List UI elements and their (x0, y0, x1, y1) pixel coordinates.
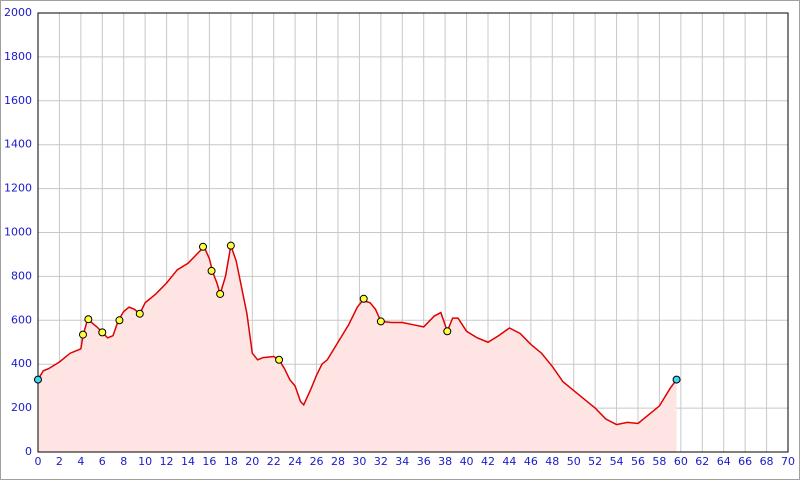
x-tick-label: 20 (245, 455, 259, 468)
x-tick-label: 24 (288, 455, 302, 468)
waypoint-marker (226, 241, 235, 250)
x-tick-label: 54 (610, 455, 624, 468)
x-tick-label: 10 (138, 455, 152, 468)
waypoint-marker (216, 289, 225, 298)
x-tick-label: 66 (738, 455, 752, 468)
waypoint-marker (98, 328, 107, 337)
y-tick-label: 1400 (4, 138, 32, 151)
x-tick-label: 14 (181, 455, 195, 468)
waypoint-marker (443, 327, 452, 336)
x-tick-label: 42 (481, 455, 495, 468)
area-fill (38, 245, 677, 452)
x-tick-label: 22 (267, 455, 281, 468)
waypoint-marker (672, 375, 681, 384)
waypoint-marker (84, 315, 93, 324)
x-tick-label: 6 (99, 455, 106, 468)
x-tick-label: 32 (374, 455, 388, 468)
y-tick-label: 200 (11, 401, 32, 414)
waypoint-marker (359, 294, 368, 303)
y-tick-label: 2000 (4, 6, 32, 19)
x-tick-label: 34 (395, 455, 409, 468)
y-tick-label: 800 (11, 269, 32, 282)
waypoint-marker (199, 242, 207, 251)
x-tick-label: 2 (56, 455, 63, 468)
waypoint-marker (207, 266, 216, 275)
x-tick-label: 36 (417, 455, 431, 468)
y-tick-label: 400 (11, 357, 32, 370)
x-tick-label: 18 (224, 455, 238, 468)
x-tick-label: 26 (310, 455, 324, 468)
y-tick-label: 600 (11, 313, 32, 326)
waypoint-marker (135, 309, 144, 318)
x-tick-label: 52 (588, 455, 602, 468)
x-tick-label: 56 (631, 455, 645, 468)
y-tick-label: 1000 (4, 226, 32, 239)
plot-border (37, 12, 789, 453)
x-tick-label: 64 (717, 455, 731, 468)
waypoint-marker (34, 375, 42, 384)
x-tick-label: 62 (695, 455, 709, 468)
x-tick-label: 8 (120, 455, 127, 468)
x-tick-label: 50 (567, 455, 581, 468)
x-tick-label: 28 (331, 455, 345, 468)
y-tick-label: 1800 (4, 50, 32, 63)
x-tick-label: 30 (352, 455, 366, 468)
x-tick-label: 60 (674, 455, 688, 468)
waypoint-marker (79, 330, 87, 339)
x-tick-label: 48 (545, 455, 559, 468)
x-tick-label: 4 (77, 455, 84, 468)
waypoint-marker (275, 355, 284, 364)
x-tick-label: 0 (35, 455, 42, 468)
x-tick-label: 68 (760, 455, 774, 468)
waypoint-marker (376, 317, 385, 326)
x-tick-label: 44 (502, 455, 516, 468)
x-tick-label: 46 (524, 455, 538, 468)
x-tick-label: 70 (781, 455, 795, 468)
waypoint-marker (115, 316, 124, 325)
x-tick-label: 58 (652, 455, 666, 468)
y-tick-label: 0 (25, 445, 32, 458)
x-tick-label: 12 (160, 455, 174, 468)
y-tick-label: 1200 (4, 182, 32, 195)
plot (34, 12, 789, 453)
x-tick-label: 38 (438, 455, 452, 468)
x-tick-label: 40 (460, 455, 474, 468)
y-tick-label: 1600 (4, 94, 32, 107)
x-tick-label: 16 (202, 455, 216, 468)
